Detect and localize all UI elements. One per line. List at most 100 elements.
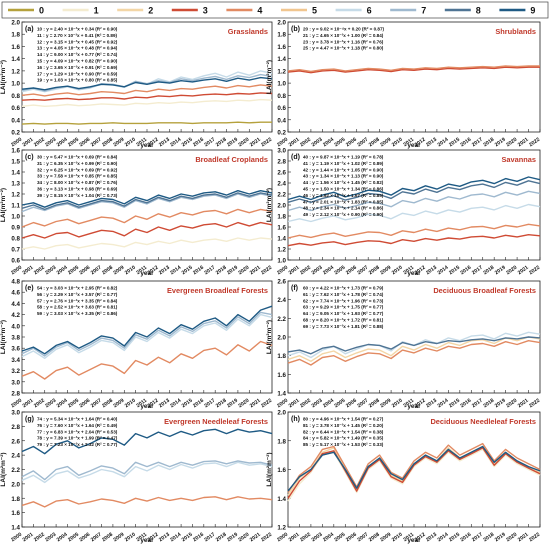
series-line (21, 461, 273, 484)
legend-label: 4 (257, 6, 262, 16)
x-tick-label: 2018 (215, 532, 228, 544)
y-tick-label: 3.4 (11, 357, 20, 364)
x-tick-label: 2013 (425, 532, 438, 544)
y-tick-label: 2.0 (277, 20, 286, 27)
y-tick-label: 1.4 (277, 391, 286, 398)
x-tick-label: 2014 (437, 137, 450, 149)
equation-text: 12 : y = 3.15 × 10⁻³x + 0.45 (R² = 0.92) (37, 39, 118, 44)
x-tick-label: 2009 (379, 532, 392, 544)
x-axis-label: year (140, 537, 154, 544)
x-tick-label: 2022 (528, 137, 541, 149)
x-tick-label: 2009 (379, 137, 392, 149)
x-tick-label: 2007 (356, 137, 369, 149)
legend-label: 2 (148, 6, 153, 16)
x-tick-label: 2018 (482, 532, 495, 544)
x-tick-label: 2016 (192, 532, 205, 544)
equation-text: 20 : y = 9.02 × 10⁻⁴x + 0.20 (R² = 0.87) (303, 27, 385, 32)
y-tick-label: 2.6 (277, 170, 286, 177)
x-tick-label: 2004 (322, 265, 335, 277)
y-tick-label: 1.8 (277, 32, 286, 39)
equation-text: 34 : y = 8.00 × 10⁻³x + 0.87 (R² = 0.76) (37, 180, 118, 185)
equation-text: 60 : y = 4.22 × 10⁻³x + 1.73 (R² = 0.79) (303, 286, 384, 291)
panel-a: 0.20.40.60.81.01.21.41.61.82.02000200120… (0, 20, 273, 150)
y-tick-label: 1.0 (11, 81, 20, 88)
y-axis-label: LAI(m²m⁻²) (0, 452, 7, 486)
equation-text: 79 : y = 7.23 × 10⁻³x + 2.32 (R² = 0.77) (37, 442, 118, 447)
panel-e: 2.83.03.23.43.63.84.04.24.44.64.82000200… (0, 279, 273, 411)
x-tick-label: 2021 (249, 532, 262, 544)
y-axis-label: LAI(m²m⁻²) (0, 320, 7, 354)
panel-f: 1.41.61.82.02.22.42.62000200120022003200… (266, 279, 541, 411)
series-line (21, 221, 273, 239)
x-tick-label: 2005 (67, 265, 80, 277)
x-tick-label: 2018 (482, 398, 495, 410)
equation-text: 41 : y = 1.19 × 10⁻²x + 1.02 (R² = 0.89) (303, 161, 384, 166)
equation-text: 40 : y = 9.87 × 10⁻³x + 1.19 (R² = 0.78) (303, 155, 384, 160)
x-tick-label: 2010 (391, 398, 404, 410)
x-tick-label: 2005 (67, 137, 80, 149)
y-tick-label: 1.2 (277, 247, 286, 254)
x-tick-label: 2013 (158, 265, 171, 277)
panel-letter: (b) (291, 26, 300, 33)
equation-text: 32 : y = 6.25 × 10⁻³x + 0.69 (R² = 0.92) (37, 167, 118, 172)
x-tick-label: 2021 (249, 137, 262, 149)
x-tick-label: 2013 (425, 137, 438, 149)
panel-b: 0.20.40.60.81.01.21.41.61.82.02000200120… (266, 20, 541, 150)
x-tick-label: 2007 (90, 137, 103, 149)
x-tick-label: 2021 (517, 265, 530, 277)
equation-text: 23 : y = 3.78 × 10⁻³x + 1.16 (R² = 0.76) (303, 39, 384, 44)
equation-text: 56 : y = 2.29 × 10⁻²x + 3.57 (R² = 0.77) (37, 292, 118, 297)
y-tick-label: 1.2 (11, 192, 20, 199)
series-line (287, 447, 541, 499)
x-tick-label: 2018 (215, 137, 228, 149)
equation-text: 62 : y = 7.74 × 10⁻³x + 1.96 (R² = 0.73) (303, 298, 384, 303)
x-tick-label: 2000 (10, 265, 23, 277)
y-tick-label: 2.0 (277, 335, 286, 342)
y-tick-label: 1.6 (11, 510, 20, 517)
x-tick-label: 2017 (471, 398, 484, 410)
x-tick-label: 2010 (391, 137, 404, 149)
x-tick-label: 2006 (78, 398, 91, 410)
equation-text: 36 : y = 3.13 × 10⁻³x + 0.98 (R² = 0.69) (37, 187, 118, 192)
series-line (287, 66, 540, 74)
panel-title: Grasslands (228, 27, 268, 36)
panel-h: 1.21.41.61.82.02000200120022003200420052… (266, 410, 541, 545)
equation-text: 10 : y = 2.40 × 10⁻³x + 0.34 (R² = 0.90) (37, 27, 118, 32)
x-tick-label: 2002 (299, 137, 312, 149)
legend-label: 8 (476, 6, 481, 16)
x-tick-label: 2019 (494, 532, 507, 544)
x-tick-label: 2020 (505, 265, 518, 277)
equation-text: 15 : y = 4.09 × 10⁻³x + 0.82 (R² = 0.90) (37, 59, 118, 64)
y-tick-label: 1.8 (11, 32, 20, 39)
series-line (287, 340, 541, 366)
x-tick-label: 2003 (311, 532, 324, 544)
x-tick-label: 2010 (124, 137, 137, 149)
panel-d: 1.01.21.41.61.82.02.22.42.62.83.02000200… (266, 148, 541, 278)
x-tick-label: 2011 (402, 532, 415, 543)
x-tick-label: 2020 (238, 532, 251, 544)
x-tick-label: 2011 (135, 532, 148, 543)
x-tick-label: 2007 (90, 398, 103, 410)
x-tick-label: 2009 (113, 265, 126, 277)
equation-text: 13 : y = 4.05 × 10⁻³x + 0.48 (R² = 0.94) (37, 46, 118, 51)
y-tick-label: 1.4 (277, 56, 286, 63)
x-tick-label: 2016 (192, 137, 205, 149)
y-tick-label: 2.0 (11, 20, 20, 27)
y-tick-label: 4.2 (11, 312, 20, 319)
x-tick-label: 2015 (181, 532, 194, 544)
x-tick-label: 2004 (322, 137, 335, 149)
y-tick-label: 2.0 (277, 203, 286, 210)
equation-text: 82 : y = 6.44 × 10⁻³x + 1.54 (R² = 0.38) (303, 429, 384, 434)
panel-g: 1.41.61.82.02.22.42.62.83.02000200120022… (0, 410, 273, 545)
x-axis-label: year (407, 270, 421, 277)
x-tick-label: 2004 (322, 532, 335, 544)
y-tick-label: 1.0 (277, 81, 286, 88)
x-tick-label: 2016 (192, 398, 205, 410)
x-tick-label: 2000 (276, 398, 289, 410)
equation-text: 45 : y = 1.50 × 10⁻²x + 1.34 (R² = 0.86) (303, 187, 384, 192)
x-tick-label: 2001 (288, 398, 301, 410)
series-line (21, 340, 273, 380)
y-tick-label: 1.6 (277, 44, 286, 51)
equation-text: 42 : y = 1.44 × 10⁻²x + 1.05 (R² = 0.90) (303, 167, 384, 172)
equation-text: 33 : y = 7.58 × 10⁻³x + 0.85 (R² = 0.85) (37, 174, 118, 179)
